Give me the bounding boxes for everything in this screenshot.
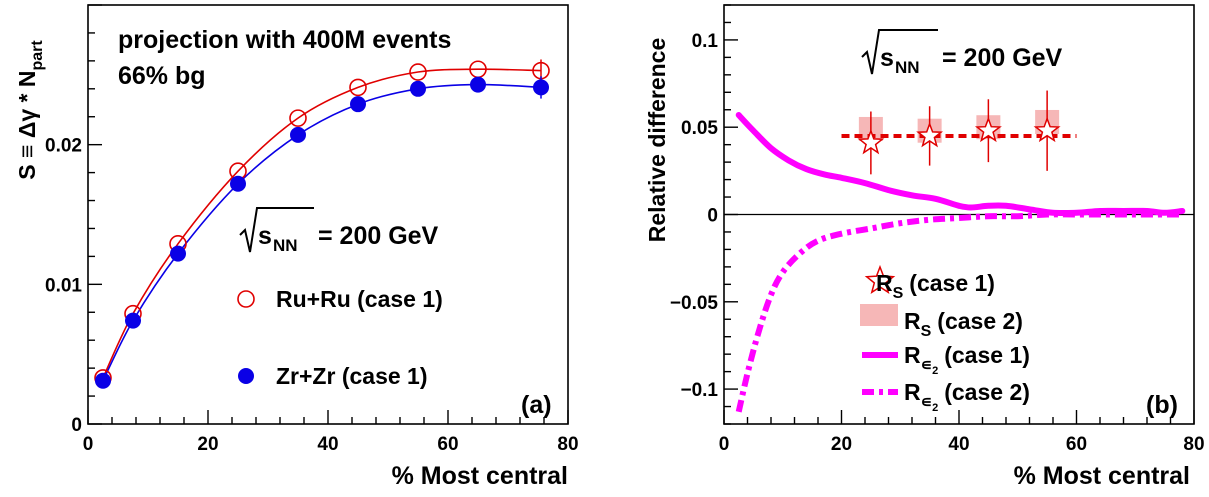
panel-b-x-axis-title: % Most central	[1014, 462, 1190, 490]
rs-case1-star	[916, 121, 944, 148]
y-tick-label: 0	[71, 415, 82, 436]
panel-a-data-points	[94, 59, 550, 389]
svg-text:S ≡ Δγ * Npart: S ≡ Δγ * Npart	[14, 40, 46, 180]
fit-curve-zr	[102, 83, 542, 382]
energy-label-value: = 200 GeV	[318, 222, 439, 250]
y-tick-label: 0.05	[681, 118, 718, 139]
data-point-zr	[230, 175, 246, 192]
panel-a-x-axis-title: % Most central	[392, 462, 568, 490]
legend-rs-case2-label: RS (case 2)	[904, 308, 1023, 340]
x-tick-label: 40	[317, 434, 338, 455]
re2-case2-curve	[735, 211, 1183, 413]
energy-label-s: s	[258, 222, 272, 250]
legend-zr-label: Zr+Zr (case 1)	[276, 363, 428, 389]
legend-rs-case1-label: RS (case 1)	[876, 270, 995, 302]
panel-a-tick-labels: 0 20 40 60 80 0 0.01 0.02	[45, 136, 579, 455]
panel-a-legend: Ru+Ru (case 1) Zr+Zr (case 1)	[237, 286, 443, 389]
legend-rs-case1-marker	[864, 264, 896, 294]
data-point-zr	[290, 126, 306, 143]
panel-a-fit-curves	[102, 68, 542, 382]
y-axis-title-sub: part	[29, 40, 46, 71]
y-tick-label: 0	[707, 206, 718, 227]
y-tick-label: 0.1	[692, 31, 719, 52]
panel-b-label: (b)	[1146, 391, 1178, 419]
panel-a-y-axis-title: S ≡ Δγ * Npart	[14, 40, 46, 180]
data-point-zr	[350, 96, 366, 113]
data-point-ru	[289, 109, 307, 127]
x-tick-label: 60	[1066, 434, 1087, 455]
data-point-ru	[409, 63, 427, 81]
panel-b-curves	[735, 112, 1186, 413]
legend-re2-case1-label: R∊2(case 1)	[904, 342, 1030, 377]
panel-b-energy-label: s NN = 200 GeV	[861, 29, 1063, 77]
energy-label-sub: NN	[895, 58, 920, 77]
data-point-zr	[533, 79, 549, 96]
data-point-ru	[469, 60, 487, 79]
panel-b: 0 20 40 60 80 −0.1 −0.05 0 0.05 0.1 s NN = 200 Ge…	[644, 4, 1205, 490]
energy-label-value: = 200 GeV	[942, 44, 1063, 72]
data-point-zr	[470, 76, 486, 93]
panel-a-annotation-line-2: 66% bg	[118, 62, 206, 90]
rs-case1-star	[1033, 116, 1061, 143]
x-tick-label: 0	[719, 434, 730, 455]
x-tick-label: 60	[437, 434, 458, 455]
panel-b-legend: RS (case 1) RS (case 2) R∊2(case 1) R∊2(ca…	[860, 264, 1030, 414]
legend-re2-case2-label: R∊2(case 2)	[904, 379, 1030, 414]
legend-rs-case2-marker	[860, 304, 898, 326]
panel-b-rs-case1-points	[857, 90, 1061, 175]
x-tick-label: 80	[557, 434, 578, 455]
y-axis-title-main: S ≡ Δγ * N	[14, 71, 40, 180]
data-point-ru	[349, 78, 367, 97]
x-tick-label: 80	[1183, 434, 1204, 455]
panel-a-annotation-line-1: projection with 400M events	[118, 26, 451, 54]
panel-b-tick-labels: 0 20 40 60 80 −0.1 −0.05 0 0.05 0.1	[670, 31, 1205, 455]
panel-a: 0 20 40 60 80 0 0.01 0.02 projection with 400M …	[14, 4, 579, 490]
sqrt-sign	[861, 29, 938, 75]
energy-label-sub: NN	[273, 236, 298, 255]
data-point-zr	[170, 245, 186, 262]
panel-a-energy-label: s NN = 200 GeV	[239, 207, 439, 255]
legend-ru-label: Ru+Ru (case 1)	[276, 286, 443, 312]
y-tick-label: 0.01	[45, 275, 82, 296]
y-tick-label: 0.02	[45, 136, 82, 157]
x-tick-label: 0	[83, 434, 94, 455]
x-tick-label: 40	[948, 434, 969, 455]
y-tick-label: −0.1	[680, 380, 718, 401]
data-point-zr	[410, 80, 426, 97]
re2-case1-curve	[735, 112, 1186, 217]
legend-zr-marker	[238, 368, 254, 384]
x-tick-label: 20	[831, 434, 852, 455]
panel-b-ticks	[723, 4, 1195, 425]
data-point-zr	[125, 312, 141, 329]
energy-label-s: s	[880, 44, 894, 72]
panel-b-y-axis-title: Relative difference	[644, 38, 670, 243]
panel-a-ticks	[87, 4, 569, 425]
rs-case1-star	[974, 116, 1002, 143]
y-tick-label: −0.05	[670, 293, 719, 314]
legend-ru-marker	[237, 290, 255, 308]
sqrt-sign	[239, 207, 314, 253]
data-point-zr	[95, 372, 111, 389]
fit-curve-ru	[102, 68, 542, 379]
panel-a-label: (a)	[521, 391, 552, 419]
rs-case1-star	[857, 128, 885, 155]
x-tick-label: 20	[197, 434, 218, 455]
